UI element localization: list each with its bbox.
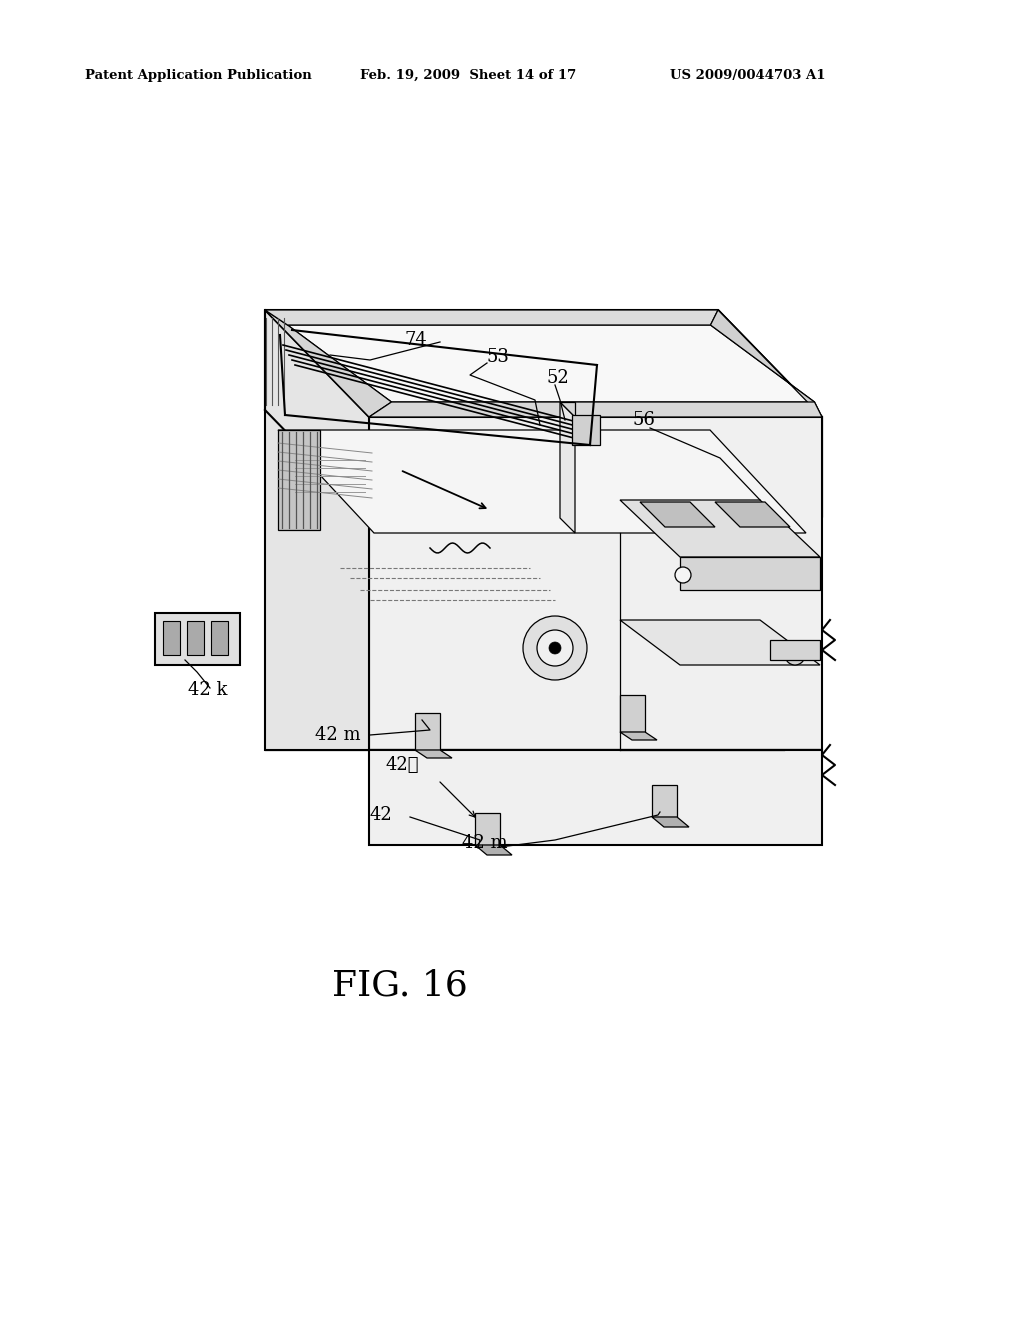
Polygon shape: [620, 733, 657, 741]
Polygon shape: [640, 502, 715, 527]
Polygon shape: [369, 750, 822, 845]
Polygon shape: [652, 785, 677, 817]
Polygon shape: [265, 310, 391, 417]
Polygon shape: [211, 620, 228, 655]
Polygon shape: [265, 310, 718, 325]
Polygon shape: [265, 310, 369, 750]
Polygon shape: [369, 403, 822, 417]
Polygon shape: [475, 845, 512, 855]
Text: 42 m: 42 m: [315, 726, 360, 744]
Polygon shape: [163, 620, 180, 655]
Polygon shape: [415, 713, 440, 750]
Polygon shape: [265, 310, 822, 417]
Circle shape: [537, 630, 573, 667]
Text: 42 k: 42 k: [188, 681, 227, 700]
Polygon shape: [560, 403, 575, 417]
Text: FIG. 16: FIG. 16: [332, 968, 468, 1002]
Text: Feb. 19, 2009  Sheet 14 of 17: Feb. 19, 2009 Sheet 14 of 17: [360, 69, 577, 82]
Text: 42ℓ: 42ℓ: [385, 756, 419, 774]
Polygon shape: [560, 403, 575, 533]
Circle shape: [549, 642, 561, 653]
Text: US 2009/0044703 A1: US 2009/0044703 A1: [670, 69, 825, 82]
Circle shape: [523, 616, 587, 680]
Polygon shape: [369, 417, 822, 750]
Text: 42 m: 42 m: [462, 834, 508, 851]
Polygon shape: [718, 310, 822, 517]
Polygon shape: [475, 813, 500, 845]
Circle shape: [675, 568, 691, 583]
Polygon shape: [415, 750, 452, 758]
Polygon shape: [187, 620, 204, 655]
Polygon shape: [369, 417, 822, 517]
Polygon shape: [155, 612, 240, 665]
Text: 56: 56: [632, 411, 655, 429]
Circle shape: [785, 645, 805, 665]
Text: 52: 52: [547, 370, 569, 387]
Polygon shape: [680, 557, 820, 590]
Polygon shape: [620, 620, 820, 665]
Text: 53: 53: [487, 348, 510, 366]
Text: 42: 42: [370, 807, 393, 824]
Polygon shape: [652, 817, 689, 828]
Polygon shape: [278, 430, 806, 533]
Polygon shape: [572, 414, 600, 445]
Polygon shape: [620, 500, 820, 557]
Text: Patent Application Publication: Patent Application Publication: [85, 69, 311, 82]
Polygon shape: [620, 696, 645, 733]
Text: 74: 74: [406, 331, 428, 348]
Polygon shape: [711, 310, 822, 417]
Polygon shape: [770, 640, 820, 660]
Polygon shape: [715, 502, 790, 527]
Polygon shape: [288, 325, 814, 403]
Polygon shape: [278, 430, 319, 531]
